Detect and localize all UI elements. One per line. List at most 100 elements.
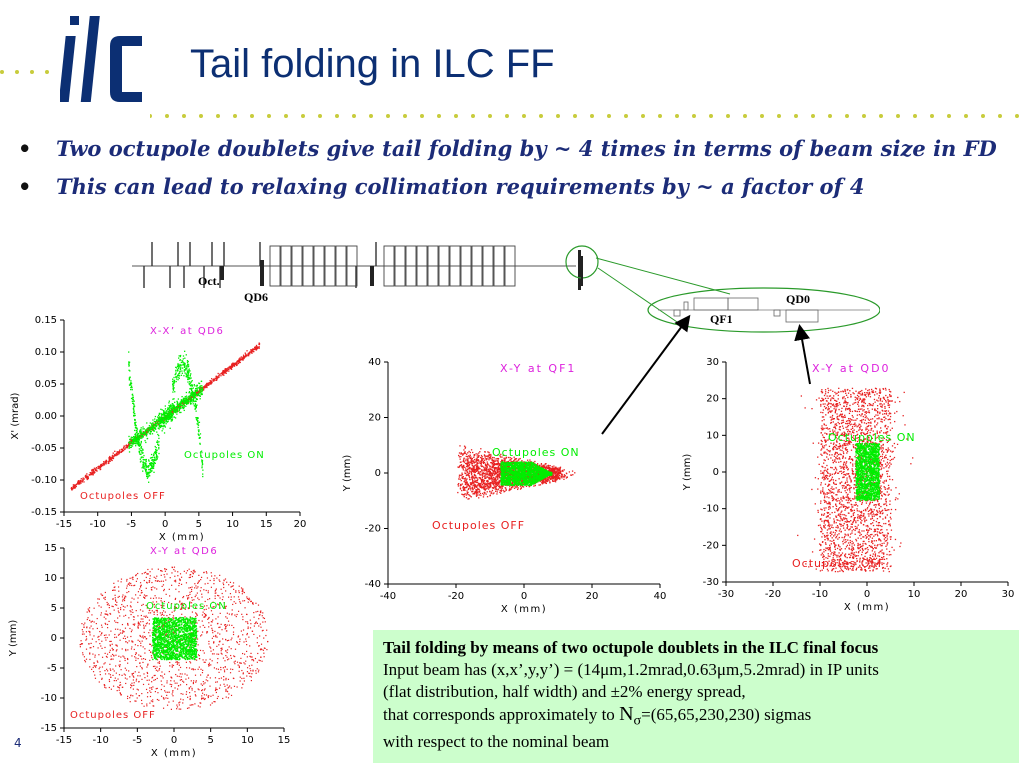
off-point xyxy=(250,350,252,353)
off-point xyxy=(247,354,249,356)
off-point xyxy=(167,619,170,621)
off-point xyxy=(175,625,177,628)
on-point xyxy=(185,395,188,397)
off-point xyxy=(230,657,232,659)
off-point xyxy=(172,615,175,617)
off-point xyxy=(189,576,192,578)
on-point xyxy=(191,393,193,396)
on-point xyxy=(172,378,174,380)
off-point xyxy=(188,636,190,638)
off-point xyxy=(147,573,149,575)
on-point xyxy=(128,351,130,353)
on-point xyxy=(184,618,187,620)
off-point xyxy=(133,684,135,686)
off-point xyxy=(250,652,252,654)
on-point xyxy=(184,620,187,623)
on-point xyxy=(201,463,204,466)
off-point xyxy=(77,482,79,485)
off-point xyxy=(149,643,151,645)
on-point xyxy=(173,658,176,660)
off-point xyxy=(165,646,167,649)
on-point xyxy=(170,651,173,653)
off-point xyxy=(100,606,102,608)
off-point xyxy=(143,597,146,599)
y-tick-label: 0.10 xyxy=(35,347,57,358)
on-point xyxy=(152,424,155,426)
on-point xyxy=(152,422,154,424)
on-point xyxy=(195,643,198,645)
off-point xyxy=(138,654,140,656)
off-point xyxy=(179,579,181,582)
off-point xyxy=(129,584,131,586)
off-point xyxy=(239,638,241,640)
off-point xyxy=(209,381,212,383)
on-point xyxy=(153,644,155,647)
on-point xyxy=(135,431,138,434)
off-point xyxy=(156,677,158,680)
on-point xyxy=(192,630,195,632)
off-point xyxy=(135,594,137,596)
on-point xyxy=(195,407,197,410)
off-point xyxy=(123,599,126,601)
off-point xyxy=(109,649,111,651)
off-point xyxy=(168,588,170,590)
off-point xyxy=(148,683,150,685)
off-point xyxy=(256,642,258,644)
on-point xyxy=(154,617,156,620)
off-point xyxy=(97,647,99,649)
off-point xyxy=(179,701,181,703)
off-point xyxy=(153,674,155,677)
on-point xyxy=(138,438,140,440)
on-point xyxy=(189,397,191,399)
on-point xyxy=(160,416,163,418)
off-point xyxy=(189,697,191,700)
on-point xyxy=(145,460,147,463)
on-point xyxy=(154,426,156,429)
off-point xyxy=(227,596,230,598)
off-point xyxy=(114,450,116,452)
off-point xyxy=(209,383,211,385)
off-point xyxy=(174,579,177,581)
off-point xyxy=(158,669,160,671)
off-point xyxy=(148,612,150,614)
on-point xyxy=(192,644,194,647)
on-point xyxy=(181,359,183,362)
off-point xyxy=(206,382,208,385)
off-point xyxy=(259,611,262,613)
off-point xyxy=(134,653,137,656)
off-point xyxy=(151,681,153,683)
on-point xyxy=(195,397,197,400)
off-point xyxy=(262,617,264,619)
on-point xyxy=(161,409,163,411)
off-point xyxy=(181,673,183,675)
off-point xyxy=(154,691,156,693)
off-point xyxy=(72,484,75,486)
on-point xyxy=(134,439,137,441)
off-point xyxy=(243,653,246,655)
off-point xyxy=(123,609,125,611)
on-point xyxy=(195,635,197,637)
off-point xyxy=(210,383,212,385)
off-point xyxy=(143,615,145,617)
off-point xyxy=(141,604,143,607)
off-point xyxy=(133,616,135,618)
on-point xyxy=(138,440,140,442)
off-point xyxy=(143,596,145,598)
on-point xyxy=(171,630,173,633)
on-point xyxy=(176,641,179,644)
off-point xyxy=(196,649,199,651)
off-point xyxy=(96,470,98,472)
off-point xyxy=(113,609,115,611)
on-point xyxy=(159,636,162,638)
on-point xyxy=(150,463,152,465)
on-point xyxy=(177,629,179,631)
on-point xyxy=(186,656,188,658)
off-point xyxy=(156,666,158,668)
on-point xyxy=(180,620,183,623)
off-point xyxy=(225,696,227,698)
off-point xyxy=(126,578,128,581)
off-point xyxy=(198,598,200,601)
off-point xyxy=(125,669,128,671)
off-point xyxy=(166,682,168,684)
on-point xyxy=(141,450,143,452)
